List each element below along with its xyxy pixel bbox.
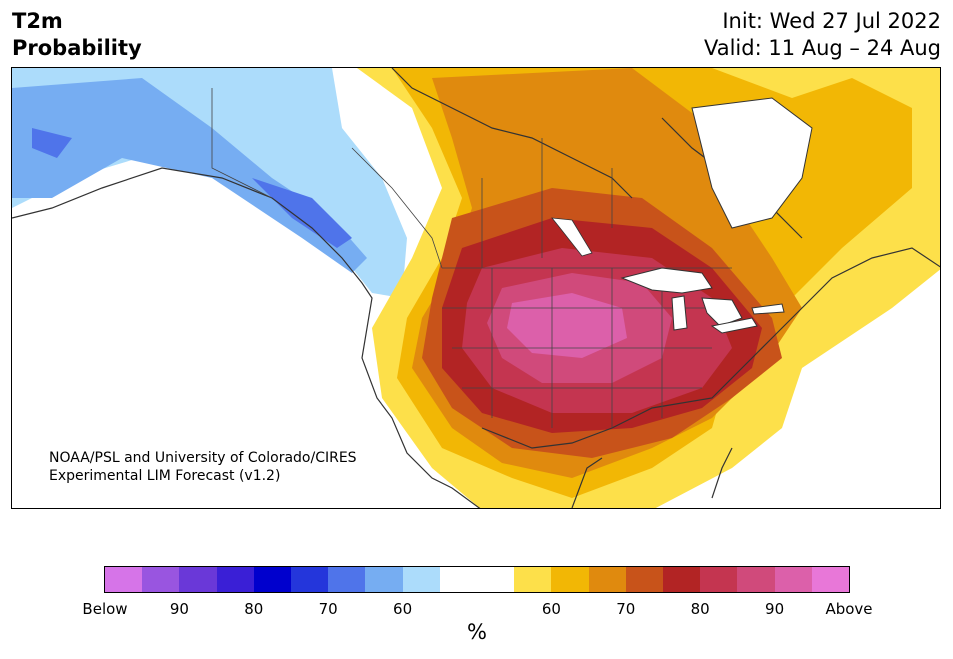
- coastlines: [12, 68, 940, 508]
- colorbar-swatch: [365, 567, 403, 592]
- north-america-map: [12, 68, 940, 508]
- colorbar-tick-label: 60: [541, 600, 561, 618]
- credit-line-2: Experimental LIM Forecast (v1.2): [49, 468, 281, 484]
- colorbar-tick-label: 70: [318, 600, 338, 618]
- hudson-bay: [691, 97, 813, 229]
- colorbar-swatches: [104, 566, 850, 593]
- great-lakes: [620, 267, 785, 334]
- state-province-borders: [211, 88, 732, 428]
- colorbar-swatch: [179, 567, 217, 592]
- title-line-1: T2m: [12, 9, 63, 33]
- colorbar-swatch: [811, 567, 850, 592]
- colorbar-tick-label: 70: [616, 600, 636, 618]
- colorbar-tick-label: Below: [82, 600, 128, 618]
- probability-map: [11, 67, 941, 509]
- colorbar-tick-label: 60: [393, 600, 413, 618]
- title-line-2: Probability: [12, 36, 142, 60]
- colorbar-swatch: [625, 567, 664, 592]
- credit-text: NOAA/PSL and University of Colorado/CIRE…: [49, 449, 357, 485]
- lake-winnipeg: [551, 217, 593, 257]
- colorbar-swatch: [328, 567, 366, 592]
- colorbar-swatch: [291, 567, 329, 592]
- colorbar-swatch: [551, 567, 589, 592]
- colorbar-swatch: [105, 567, 143, 592]
- colorbar-swatch: [588, 567, 626, 592]
- colorbar: [104, 566, 850, 593]
- colorbar-unit: %: [467, 620, 487, 644]
- credit-line-1: NOAA/PSL and University of Colorado/CIRE…: [49, 450, 357, 466]
- colorbar-swatch: [439, 567, 478, 592]
- valid-date: Valid: 11 Aug – 24 Aug: [703, 36, 941, 60]
- colorbar-swatch: [514, 567, 552, 592]
- forecast-dates: Init: Wed 27 Jul 2022 Valid: 11 Aug – 24…: [704, 8, 941, 62]
- colorbar-swatch: [142, 567, 180, 592]
- colorbar-tick-label: 80: [690, 600, 710, 618]
- colorbar-swatch: [253, 567, 292, 592]
- map-title: T2m Probability: [12, 8, 142, 62]
- colorbar-swatch: [402, 567, 440, 592]
- colorbar-swatch: [216, 567, 254, 592]
- colorbar-swatch: [700, 567, 738, 592]
- colorbar-swatch: [774, 567, 812, 592]
- colorbar-tick-label: 90: [169, 600, 189, 618]
- colorbar-tick-label: 80: [244, 600, 264, 618]
- colorbar-swatch: [663, 567, 701, 592]
- init-date: Init: Wed 27 Jul 2022: [722, 9, 941, 33]
- colorbar-swatch: [477, 567, 515, 592]
- alaska-mid-blue-region: [12, 78, 367, 273]
- colorbar-tick-label: 90: [765, 600, 785, 618]
- colorbar-swatch: [737, 567, 775, 592]
- warm-pink-region: [507, 293, 627, 358]
- colorbar-tick-label: Above: [825, 600, 873, 618]
